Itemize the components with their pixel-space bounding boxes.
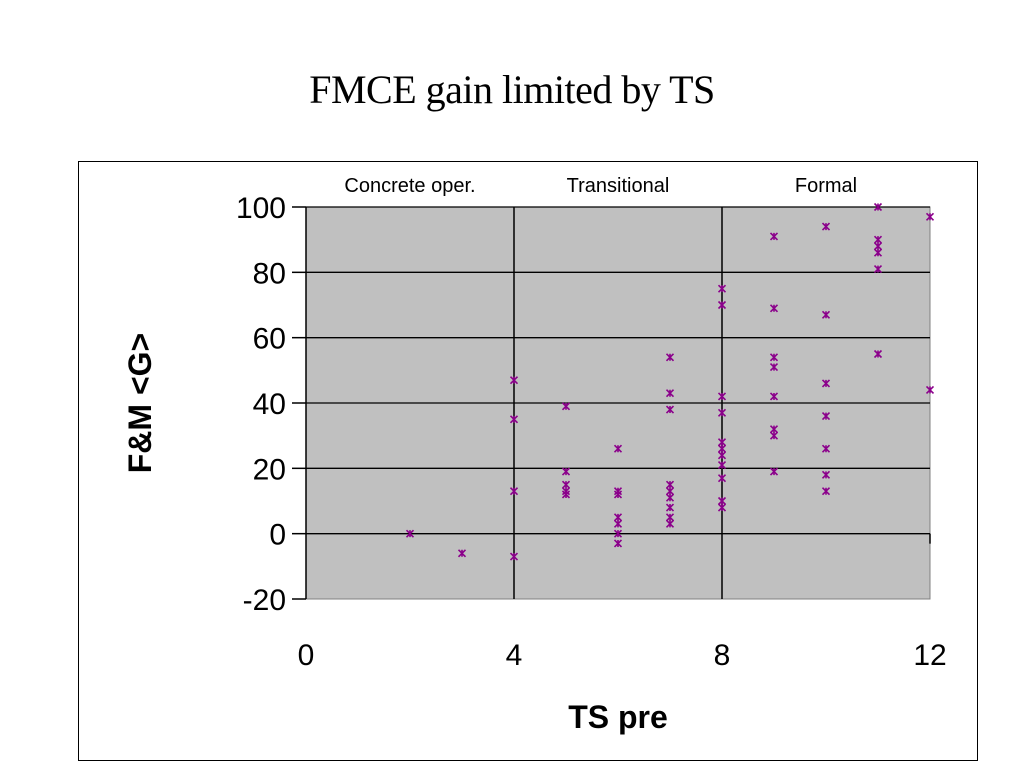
y-tick-label: 0 bbox=[269, 519, 286, 552]
data-point bbox=[665, 389, 675, 398]
x-tick-label: 0 bbox=[298, 639, 315, 672]
data-point bbox=[873, 248, 883, 257]
data-point bbox=[613, 529, 623, 538]
scatter-chart: -20 0 20 40 60 80 100 0 4 8 12 TS pre F&M <G> Concret… bbox=[122, 175, 947, 735]
x-tick-label: 4 bbox=[506, 639, 523, 672]
data-point bbox=[561, 402, 571, 411]
data-point bbox=[925, 385, 935, 394]
data-point bbox=[665, 405, 675, 414]
data-point bbox=[769, 353, 779, 362]
y-tick-label: 80 bbox=[253, 257, 286, 290]
data-point bbox=[717, 408, 727, 417]
data-point bbox=[561, 480, 571, 489]
data-point bbox=[665, 480, 675, 489]
data-point bbox=[457, 549, 467, 558]
data-point bbox=[873, 235, 883, 244]
data-point bbox=[613, 513, 623, 522]
data-point bbox=[509, 376, 519, 385]
data-point bbox=[873, 242, 883, 251]
data-point bbox=[509, 552, 519, 561]
region-label: Formal bbox=[795, 175, 857, 197]
data-point bbox=[769, 304, 779, 313]
y-tick-label: 20 bbox=[253, 453, 286, 486]
data-point bbox=[873, 265, 883, 274]
data-point bbox=[613, 444, 623, 453]
y-tick-label: 40 bbox=[253, 388, 286, 421]
data-point bbox=[821, 412, 831, 421]
data-point bbox=[717, 461, 727, 470]
data-point bbox=[717, 438, 727, 447]
y-axis-title: F&M <G> bbox=[122, 333, 158, 473]
data-point bbox=[769, 431, 779, 440]
data-point bbox=[717, 451, 727, 460]
slide-title: FMCE gain limited by TS bbox=[309, 67, 715, 112]
data-point bbox=[717, 474, 727, 483]
data-point bbox=[405, 529, 415, 538]
y-tick-label: 60 bbox=[253, 323, 286, 356]
data-point bbox=[821, 379, 831, 388]
data-point bbox=[613, 519, 623, 528]
data-point bbox=[717, 300, 727, 310]
data-point bbox=[717, 503, 727, 512]
x-tick-label: 12 bbox=[913, 639, 946, 672]
data-point bbox=[561, 467, 571, 476]
data-point bbox=[821, 222, 831, 231]
data-point bbox=[665, 519, 675, 528]
data-point bbox=[769, 392, 779, 401]
y-tick-label: 100 bbox=[236, 192, 286, 225]
data-point bbox=[821, 444, 831, 453]
data-point bbox=[509, 487, 519, 496]
data-point bbox=[769, 232, 779, 241]
data-point bbox=[821, 487, 831, 496]
data-point bbox=[821, 470, 831, 479]
data-point bbox=[665, 493, 675, 502]
data-point bbox=[821, 310, 831, 319]
data-point bbox=[613, 490, 623, 499]
data-point bbox=[873, 349, 883, 359]
region-label: Concrete oper. bbox=[344, 175, 475, 197]
data-point bbox=[873, 202, 883, 212]
data-point bbox=[717, 284, 727, 293]
data-point bbox=[717, 392, 727, 401]
data-point bbox=[665, 513, 675, 522]
x-axis-title: TS pre bbox=[568, 699, 668, 735]
data-point bbox=[665, 353, 675, 362]
data-point bbox=[561, 490, 571, 499]
data-point bbox=[769, 363, 779, 372]
data-point bbox=[613, 539, 623, 548]
x-tick-label: 8 bbox=[714, 639, 731, 672]
data-point bbox=[769, 467, 779, 476]
region-label: Transitional bbox=[567, 175, 670, 197]
data-point bbox=[717, 444, 727, 453]
data-point bbox=[925, 212, 935, 221]
data-point bbox=[509, 415, 519, 424]
data-point bbox=[665, 503, 675, 512]
data-point bbox=[665, 487, 675, 496]
chart-frame: -20 0 20 40 60 80 100 0 4 8 12 TS pre F&M <G> Concret… bbox=[78, 161, 978, 761]
data-point bbox=[717, 496, 727, 506]
y-tick-label: -20 bbox=[243, 584, 286, 617]
data-point bbox=[769, 425, 779, 434]
